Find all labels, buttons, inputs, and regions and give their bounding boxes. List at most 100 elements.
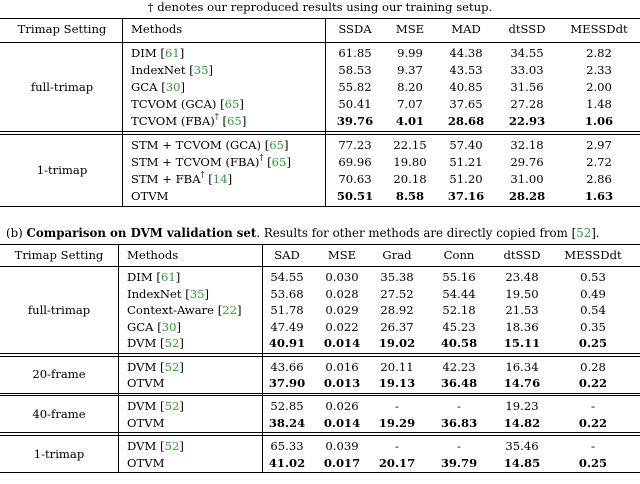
citation-link[interactable]: 14 (212, 171, 228, 186)
citation-link[interactable]: 52 (164, 336, 180, 351)
metric-value: 19.02 (378, 336, 416, 351)
citation-link[interactable]: 61 (164, 46, 180, 60)
citation-link[interactable]: 35 (193, 63, 209, 77)
metric-value: 51.20 (449, 171, 483, 186)
table-rule (0, 42, 640, 43)
citation-link[interactable]: 65 (224, 97, 240, 111)
metric-value: 14.76 (503, 376, 541, 391)
method-name: GCA [30] (131, 80, 186, 94)
metric-value: 28.92 (380, 303, 414, 318)
metric-value: 0.22 (578, 415, 608, 430)
method-name: IndexNet [35] (131, 63, 214, 77)
metric-value: 15.11 (503, 336, 541, 351)
caption-prefix: (b) (6, 226, 27, 240)
method-name: DVM [52] (127, 359, 184, 374)
column-header: MESSDdt (564, 248, 622, 262)
metric-value: 1.06 (584, 114, 614, 128)
metric-value: 39.79 (440, 455, 478, 470)
metric-value: 40.85 (449, 80, 483, 94)
table-rule (0, 18, 640, 20)
trimap-setting: 40-frame (32, 406, 86, 421)
metric-value: 19.23 (505, 399, 539, 414)
metric-value: 69.96 (338, 154, 372, 169)
metric-value: 32.18 (510, 137, 544, 152)
trimap-setting: 1-trimap (36, 162, 88, 177)
method-name: DVM [52] (127, 438, 184, 453)
citation-link[interactable]: 65 (271, 154, 287, 169)
method-label: DVM (127, 399, 157, 414)
method-label: DVM (127, 359, 157, 374)
citation-link[interactable]: 52 (164, 359, 180, 374)
metric-value: 2.86 (586, 171, 612, 186)
column-divider (262, 245, 263, 473)
method-name: Context-Aware [22] (127, 303, 242, 318)
caption-ref[interactable]: 52 (576, 226, 592, 240)
metric-value: 26.37 (380, 319, 414, 334)
metric-value: 36.48 (440, 376, 478, 391)
metric-value: 47.49 (270, 319, 304, 334)
metric-value: 0.53 (580, 270, 606, 284)
metric-value: 40.91 (268, 336, 306, 351)
metric-value: 38.24 (268, 415, 306, 430)
column-header: Methods (127, 248, 179, 262)
citation-link[interactable]: 65 (227, 114, 242, 128)
trimap-setting: full-trimap (27, 302, 91, 317)
table-rule (0, 266, 640, 267)
metric-value: 29.76 (510, 154, 544, 169)
metric-value: 37.65 (449, 97, 483, 111)
metric-value: 43.53 (449, 63, 483, 77)
method-label: IndexNet (131, 63, 186, 77)
method-name: DVM [52] (127, 336, 184, 351)
metric-value: 55.16 (442, 270, 476, 284)
metric-value: 9.99 (397, 46, 423, 60)
method-label: OTVM (131, 188, 169, 203)
metric-value: 14.82 (503, 415, 541, 430)
method-name: OTVM (127, 374, 164, 392)
metric-value: 27.52 (380, 286, 414, 301)
method-label: STM + FBA (131, 171, 201, 186)
metric-value: 54.44 (442, 286, 476, 301)
method-name: STM + TCVOM (GCA) [65] (131, 137, 289, 152)
citation-link[interactable]: 22 (222, 303, 238, 318)
citation-link[interactable]: 61 (160, 270, 176, 284)
citation-link[interactable]: 52 (164, 438, 180, 453)
citation-link[interactable]: 30 (161, 319, 177, 334)
metric-value: 4.01 (395, 114, 425, 128)
metric-value: 50.51 (336, 188, 374, 203)
column-divider (325, 19, 326, 206)
dagger-mark: † (200, 169, 205, 179)
metric-value: 50.41 (338, 97, 372, 111)
method-name: GCA [30] (127, 319, 182, 334)
citation-link[interactable]: 35 (189, 286, 205, 301)
table-rule (0, 133, 640, 135)
metric-value: 31.56 (510, 80, 544, 94)
metric-value: 51.21 (449, 154, 483, 169)
metric-value: 33.03 (510, 63, 544, 77)
metric-value: - (395, 438, 399, 453)
method-label: TCVOM (GCA) (131, 97, 217, 111)
metric-value: 0.039 (325, 438, 359, 453)
metric-value: 0.54 (580, 303, 606, 318)
metric-value: 41.02 (268, 455, 306, 470)
citation-link[interactable]: 52 (164, 399, 180, 414)
method-name: DIM [61] (127, 270, 181, 284)
metric-value: 0.013 (323, 376, 361, 391)
metric-value: 2.33 (586, 63, 612, 77)
metric-value: - (457, 438, 461, 453)
metric-value: 27.28 (510, 97, 544, 111)
metric-value: 44.38 (449, 46, 483, 60)
metric-value: 0.28 (580, 359, 606, 374)
trimap-setting: 1-trimap (33, 446, 85, 461)
metric-value: - (395, 399, 399, 414)
metric-value: 8.20 (397, 80, 423, 94)
citation-link[interactable]: 30 (165, 80, 181, 94)
metric-value: 70.63 (338, 171, 372, 186)
metric-value: 23.48 (505, 270, 539, 284)
metric-value: 28.68 (447, 114, 485, 128)
metric-value: 2.72 (586, 154, 612, 169)
citation-link[interactable]: 65 (269, 137, 285, 152)
metric-value: 20.11 (380, 359, 414, 374)
method-label: STM + TCVOM (GCA) (131, 137, 262, 152)
metric-value: 2.97 (586, 137, 612, 152)
metric-value: 0.49 (580, 286, 606, 301)
